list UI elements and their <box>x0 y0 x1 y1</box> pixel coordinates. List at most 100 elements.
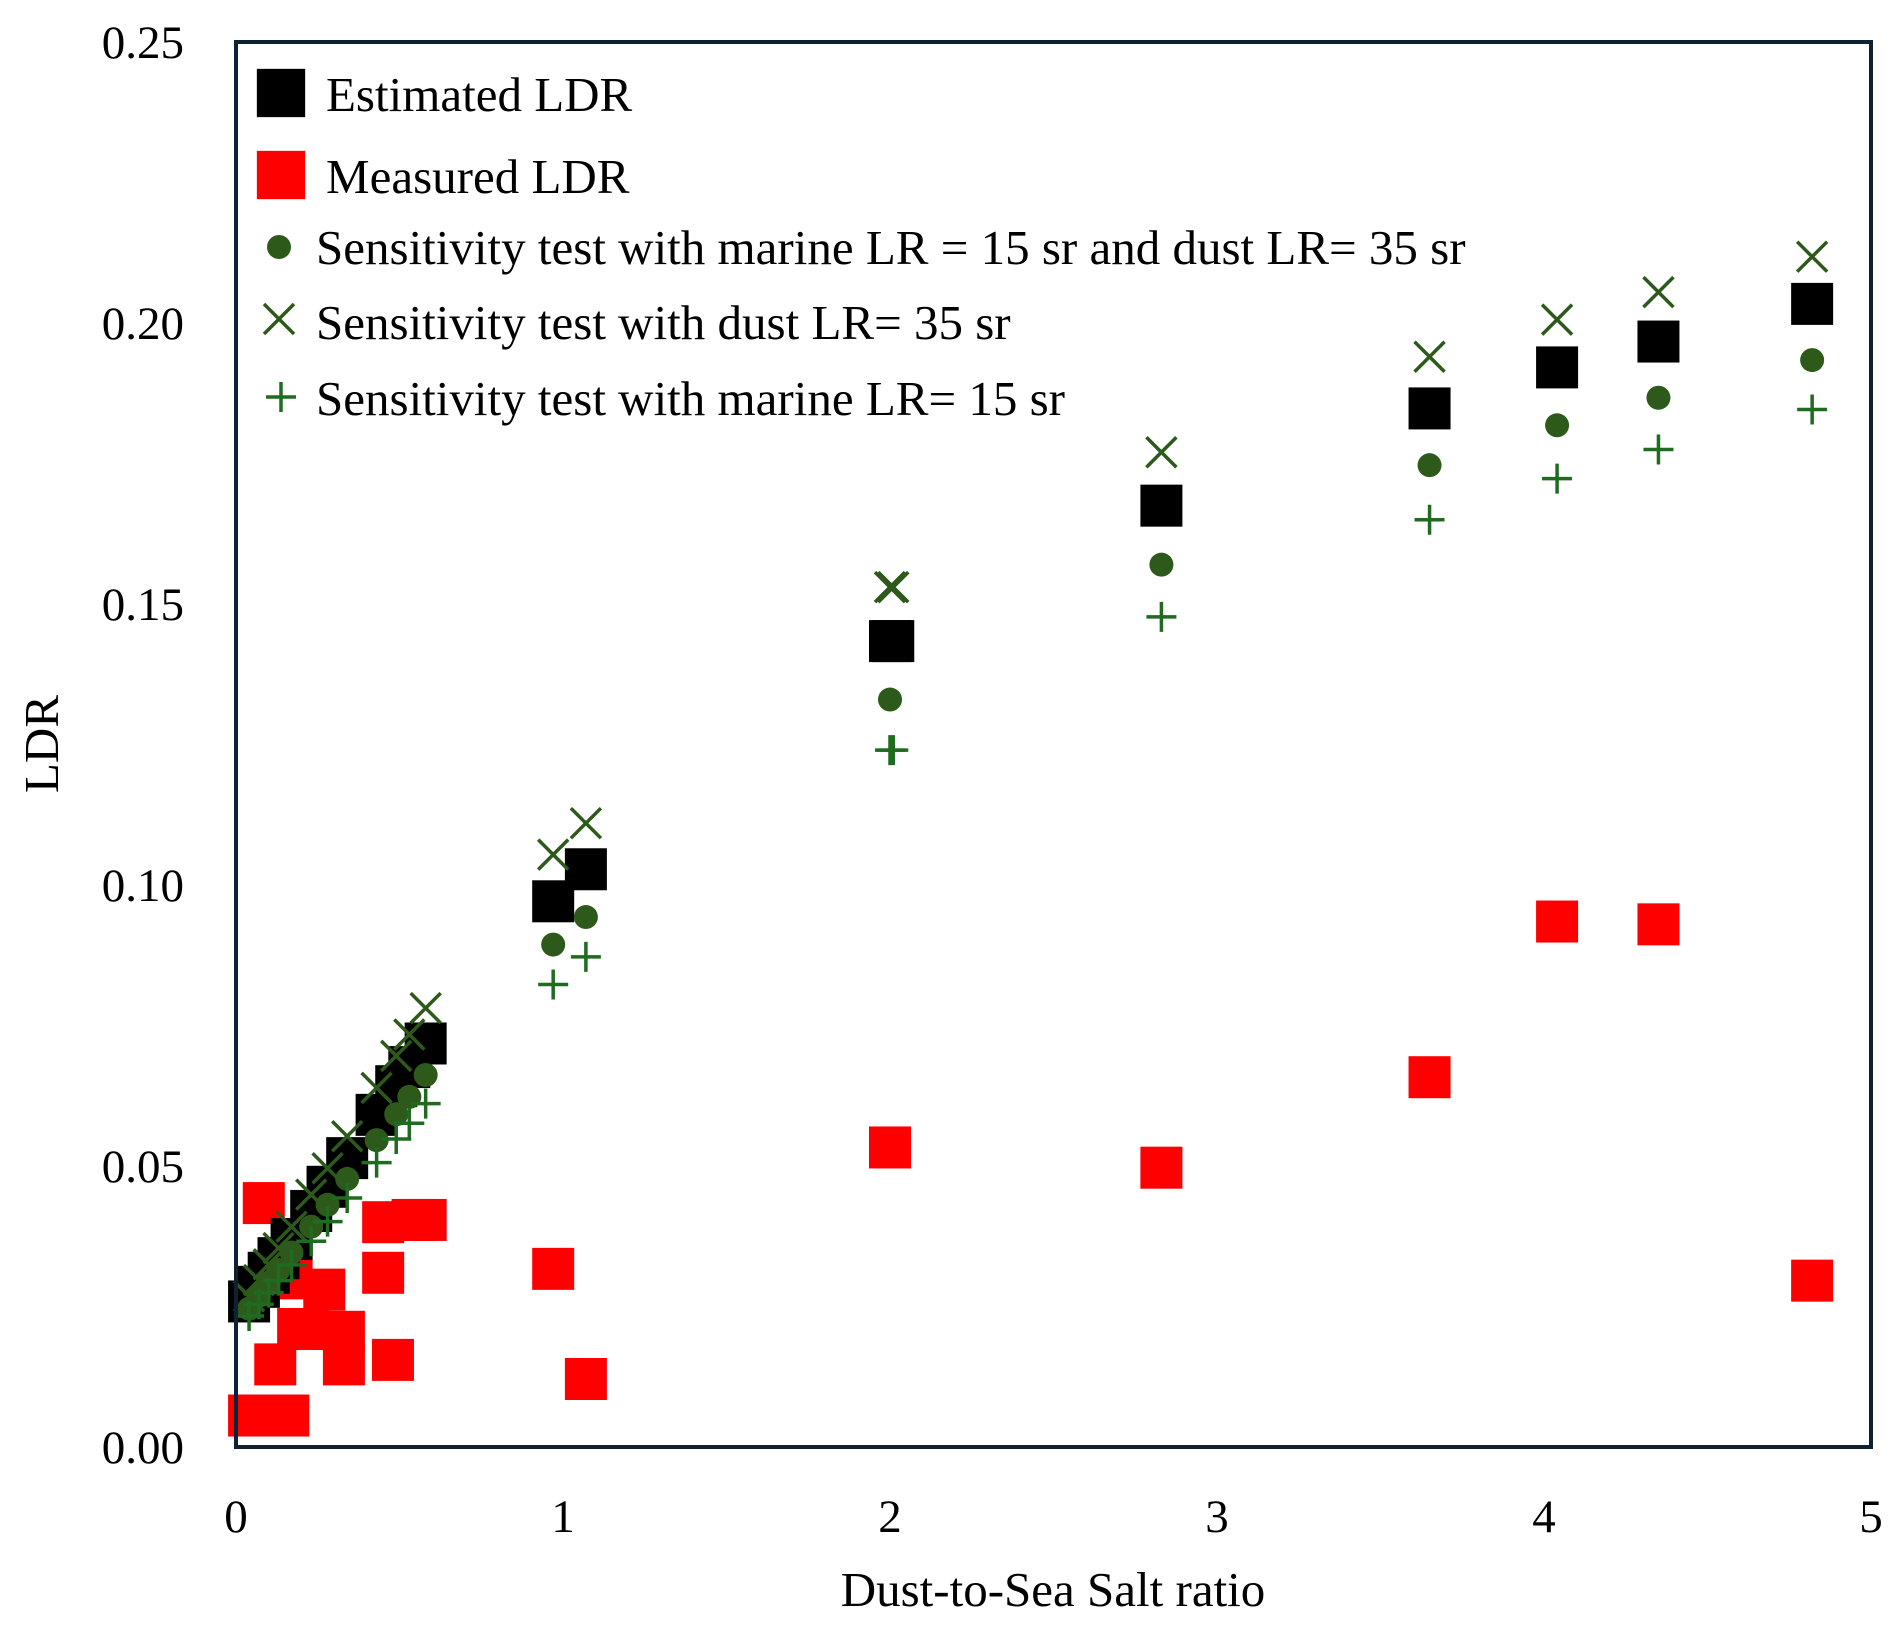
y-tick-label: 0.15 <box>102 579 184 631</box>
data-point <box>1536 900 1579 943</box>
data-point <box>1795 240 1829 273</box>
legend-label: Sensitivity test with marine LR= 15 sr <box>316 371 1065 426</box>
x-tick-label: 4 <box>1532 1491 1556 1543</box>
legend-marker <box>266 382 296 412</box>
series-2 <box>237 348 1825 1321</box>
data-point <box>275 1210 308 1243</box>
data-point <box>1542 463 1573 494</box>
data-point <box>1791 1259 1834 1302</box>
x-tick-label: 3 <box>1205 1491 1229 1543</box>
x-tick-label: 5 <box>1859 1491 1883 1543</box>
data-point <box>1414 504 1445 535</box>
data-point <box>413 1062 438 1087</box>
data-point <box>1646 385 1671 410</box>
data-point <box>1791 282 1834 325</box>
series-0 <box>228 282 1834 1323</box>
legend-marker <box>262 302 296 336</box>
legend-marker <box>267 235 291 259</box>
data-point <box>872 620 915 663</box>
y-tick-label: 0.00 <box>102 1422 184 1474</box>
data-point <box>393 1018 426 1051</box>
series-4 <box>234 394 1828 1332</box>
data-point <box>573 905 598 930</box>
data-point <box>409 991 442 1025</box>
data-point <box>384 1102 409 1127</box>
data-point <box>532 1247 575 1290</box>
data-point <box>1637 320 1680 363</box>
legend-label: Sensitivity test with marine LR = 15 sr … <box>316 220 1466 275</box>
x-tick-label: 1 <box>551 1491 575 1543</box>
data-point <box>267 1394 310 1437</box>
y-axis-label: LDR <box>14 695 69 793</box>
y-tick-label: 0.10 <box>102 860 184 912</box>
legend-label: Estimated LDR <box>326 67 633 122</box>
legend-marker <box>256 68 306 118</box>
data-point <box>1408 1056 1451 1099</box>
legend-item: Sensitivity test with marine LR = 15 sr … <box>267 220 1466 275</box>
legend: Estimated LDR Measured LDR Sensitivity tes… <box>256 67 1466 426</box>
legend-item: Sensitivity test with marine LR= 15 sr <box>266 371 1065 426</box>
data-point <box>869 1126 911 1169</box>
x-tick-label: 0 <box>224 1491 248 1543</box>
data-point <box>1643 434 1674 465</box>
data-point <box>1140 484 1183 527</box>
y-tick-label: 0.05 <box>102 1141 184 1193</box>
data-point <box>1540 303 1574 336</box>
data-point <box>312 1206 343 1237</box>
data-point <box>541 932 566 957</box>
data-point <box>570 941 601 972</box>
data-point <box>878 687 902 712</box>
x-tick-label: 2 <box>878 1491 902 1543</box>
y-tick-label: 0.25 <box>102 17 184 69</box>
legend-item: Estimated LDR <box>256 67 633 122</box>
data-point <box>286 1307 329 1350</box>
data-point <box>564 848 607 891</box>
data-point <box>878 735 909 766</box>
plot-marks <box>228 240 1834 1437</box>
data-point <box>364 1128 389 1153</box>
data-point <box>1417 453 1442 478</box>
x-axis-label: Dust-to-Sea Salt ratio <box>841 1562 1266 1617</box>
legend-label: Sensitivity test with dust LR= 35 sr <box>316 295 1011 350</box>
legend-label: Measured LDR <box>326 149 630 204</box>
legend-item: Sensitivity test with dust LR= 35 sr <box>262 295 1011 350</box>
data-point <box>1637 903 1680 946</box>
data-point <box>564 1357 607 1400</box>
plot-frame <box>234 40 1873 1449</box>
axis-ticks: 0 1 2 3 4 5 0.00 0.05 0.10 0.15 0.20 0.25 <box>102 17 1883 1543</box>
data-point <box>1146 601 1177 632</box>
data-point <box>1413 340 1446 373</box>
data-point <box>1408 387 1451 430</box>
data-point <box>332 1183 363 1214</box>
data-point <box>404 1198 447 1241</box>
data-point <box>242 1182 285 1225</box>
data-point <box>538 969 569 1000</box>
data-point <box>1545 413 1570 438</box>
data-point <box>379 1039 413 1073</box>
data-point <box>394 1108 425 1139</box>
data-point <box>381 1124 412 1155</box>
data-point <box>1140 1146 1183 1189</box>
data-point <box>276 1249 307 1280</box>
data-point <box>254 1343 297 1386</box>
data-point <box>1797 394 1828 425</box>
data-point <box>296 1226 327 1257</box>
y-tick-label: 0.20 <box>102 298 184 350</box>
data-point <box>1149 552 1174 577</box>
data-point <box>1642 275 1675 309</box>
data-point <box>360 1071 393 1105</box>
data-point <box>1800 348 1825 373</box>
data-point <box>371 1338 414 1381</box>
data-point <box>1145 436 1178 469</box>
data-point <box>361 1147 392 1178</box>
data-point <box>335 1166 360 1191</box>
data-point <box>410 1088 441 1119</box>
series-1 <box>228 900 1834 1437</box>
data-point <box>1536 346 1579 389</box>
data-point <box>877 570 910 604</box>
data-point <box>322 1343 365 1386</box>
data-point <box>536 838 570 871</box>
legend-marker <box>256 150 306 200</box>
data-point <box>362 1251 405 1294</box>
